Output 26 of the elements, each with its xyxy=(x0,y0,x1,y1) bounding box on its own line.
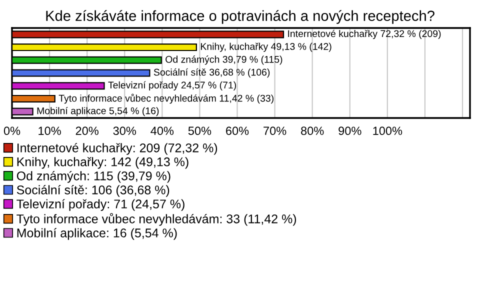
data-label: Sociální sítě 36,68 % (106) xyxy=(154,68,270,78)
legend-label: Televizní pořady: 71 (24,57 %) xyxy=(16,199,184,211)
x-tick-label: 50% xyxy=(188,126,212,136)
x-tick-label: 40% xyxy=(150,126,174,136)
data-label: Od známých 39,79 % (115) xyxy=(166,56,282,65)
x-tick-label: 100% xyxy=(373,126,402,136)
x-tick-label: 20% xyxy=(76,126,98,136)
data-label: Internetové kuchařky 72,32 % (209) xyxy=(288,30,441,40)
legend-label: Sociální sítě: 106 (36,68 %) xyxy=(16,185,170,197)
data-label: Mobilní aplikace 5,54 % (16) xyxy=(37,106,159,116)
legend-label: Tyto informace vůbec nevyhledávám: 33 (11,42 %) xyxy=(16,213,296,226)
data-label: Televizní pořady 24,57 % (71) xyxy=(108,81,236,90)
data-label: Tyto informace vůbec nevyhledávám 11,42 % (33) xyxy=(58,94,274,104)
x-tick-label: 70% xyxy=(264,126,286,136)
legend-label: Internetové kuchařky: 209 (72,32 %) xyxy=(17,143,218,155)
x-tick-label: 0% xyxy=(4,126,20,136)
data-label: Knihy, kuchařky 49,13 % (142) xyxy=(200,42,332,52)
chart-title: Kde získáváte informace o potravinách a nových receptech? xyxy=(46,10,434,24)
x-tick-label: 30% xyxy=(113,126,136,136)
x-tick-label: 90% xyxy=(338,126,362,136)
legend-label: Mobilní aplikace: 16 (5,54 %) xyxy=(17,228,177,240)
x-tick-label: 60% xyxy=(226,126,249,136)
x-tick-label: 80% xyxy=(301,126,324,136)
legend-label: Od známých: 115 (39,79 %) xyxy=(16,170,170,183)
legend-label: Knihy, kuchařky: 142 (49,13 %) xyxy=(17,157,188,169)
x-tick-label: 10% xyxy=(38,126,61,136)
